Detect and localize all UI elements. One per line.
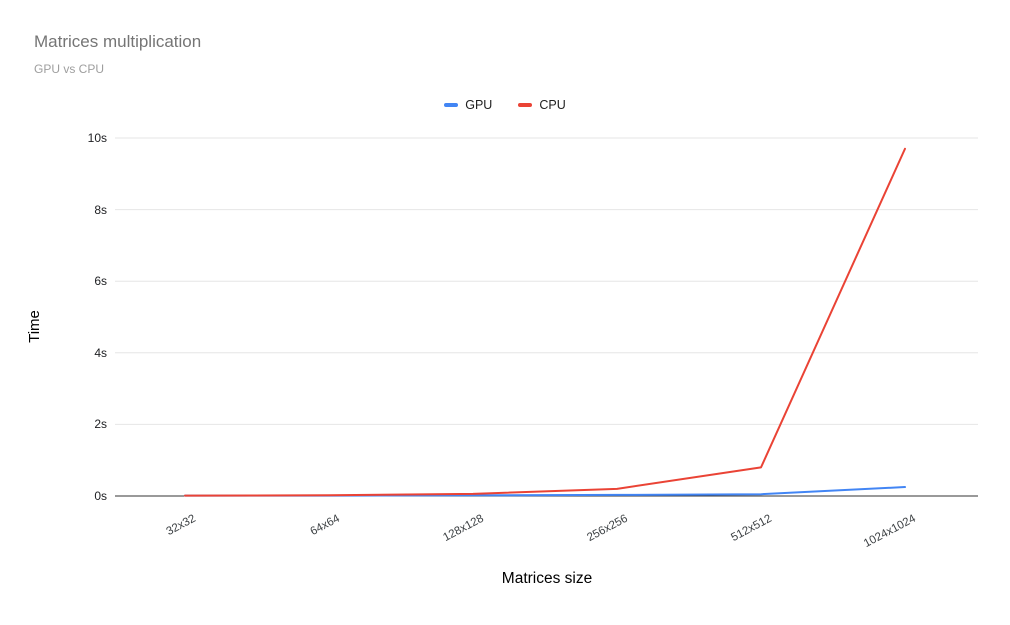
legend-swatch-cpu xyxy=(518,103,533,107)
legend-item-cpu[interactable]: CPU xyxy=(518,98,566,112)
y-tick-label: 0s xyxy=(94,489,107,503)
legend-label: GPU xyxy=(465,98,493,112)
series-line-cpu xyxy=(184,147,906,497)
y-tick-label: 10s xyxy=(87,131,107,145)
y-tick-label: 6s xyxy=(94,274,107,289)
legend-item-gpu[interactable]: GPU xyxy=(444,98,492,112)
x-axis-title: Matrices size xyxy=(501,570,593,587)
legend-swatch-gpu xyxy=(444,103,459,107)
legend: GPU CPU xyxy=(0,98,1010,112)
chart-subtitle: GPU vs CPU xyxy=(34,62,105,76)
chart-title: Matrices multiplication xyxy=(34,32,202,51)
y-tick-label: 8s xyxy=(94,202,107,217)
legend-label: CPU xyxy=(539,98,566,112)
y-tick-label: 2s xyxy=(94,417,107,432)
y-tick-label: 4s xyxy=(94,345,107,360)
